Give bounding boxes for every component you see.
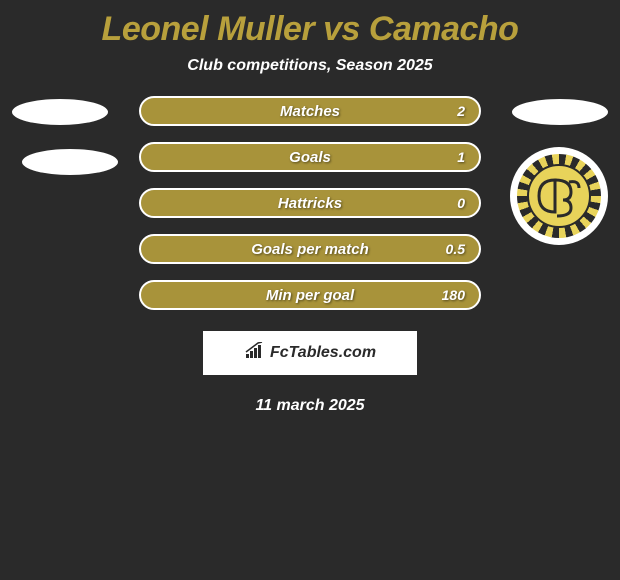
stat-label: Goals per match (251, 241, 369, 258)
date-text: 11 march 2025 (0, 397, 620, 415)
stat-label: Min per goal (266, 287, 354, 304)
stat-bar: Matches 2 (139, 96, 481, 126)
stat-bar: Min per goal 180 (139, 280, 481, 310)
stats-area: Matches 2 Goals 1 Hattricks 0 Goals per … (0, 95, 620, 311)
stat-label: Goals (289, 149, 331, 166)
stat-bar: Hattricks 0 (139, 188, 481, 218)
brand-box[interactable]: FcTables.com (203, 331, 417, 375)
page-title: Leonel Muller vs Camacho (0, 0, 620, 57)
stat-label: Hattricks (278, 195, 342, 212)
stat-row-gpm: Goals per match 0.5 (0, 233, 620, 265)
stat-value-right: 1 (457, 149, 465, 165)
stat-row-hattricks: Hattricks 0 (0, 187, 620, 219)
chart-icon (244, 342, 264, 365)
main-container: Matches 2 Goals 1 Hattricks 0 Goals per … (0, 95, 620, 415)
stat-row-goals: Goals 1 (0, 141, 620, 173)
stat-value-right: 2 (457, 103, 465, 119)
subtitle: Club competitions, Season 2025 (0, 57, 620, 75)
stat-bar: Goals 1 (139, 142, 481, 172)
stat-row-matches: Matches 2 (0, 95, 620, 127)
brand-text: FcTables.com (270, 344, 376, 362)
stat-label: Matches (280, 103, 340, 120)
stat-row-mpg: Min per goal 180 (0, 279, 620, 311)
stat-value-right: 0.5 (446, 241, 465, 257)
stat-bar: Goals per match 0.5 (139, 234, 481, 264)
stat-value-right: 0 (457, 195, 465, 211)
stat-value-right: 180 (442, 287, 465, 303)
